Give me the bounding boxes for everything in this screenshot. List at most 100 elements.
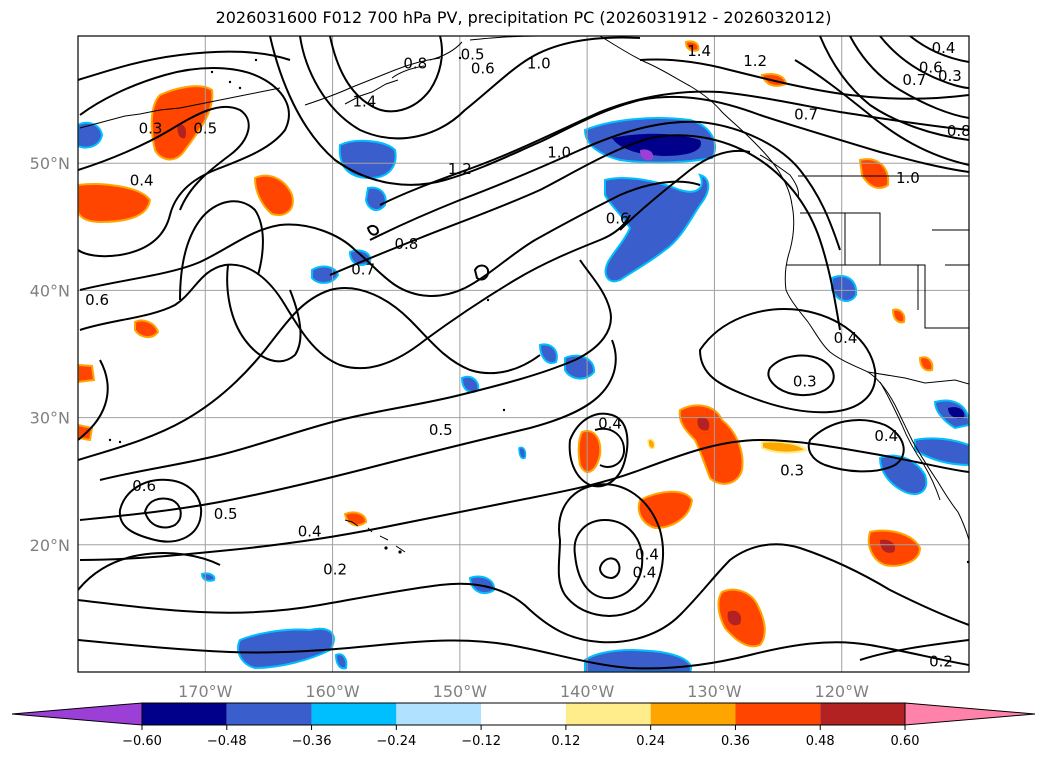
shade-mid-negative-a bbox=[538, 343, 558, 364]
contour-label-3: 0.6 bbox=[471, 60, 495, 78]
contour-label-6: 1.2 bbox=[743, 52, 767, 70]
colorbar-cell-6 bbox=[565, 703, 651, 725]
shade-mid-negative-c bbox=[460, 375, 480, 393]
pv-contour-0p4-corner bbox=[909, 36, 969, 63]
contour-label-23: 0.4 bbox=[834, 329, 858, 347]
contour-label-26: 0.3 bbox=[780, 462, 804, 480]
border-states-b bbox=[786, 213, 969, 310]
colorbar-tick-label-3: −0.24 bbox=[376, 734, 416, 749]
longitude-labels: 170°W 160°W 150°W 140°W 130°W 120°W bbox=[178, 682, 869, 701]
pv-contour-0p3-subtropic bbox=[594, 427, 626, 468]
contour-label-21: 0.7 bbox=[351, 261, 375, 279]
pv-contour-0p7-loop bbox=[143, 497, 182, 529]
contour-label-18: 0.4 bbox=[130, 172, 154, 190]
shade-south-positive bbox=[717, 588, 766, 648]
pv-contour-0p4-diag bbox=[99, 259, 612, 481]
pv-contours bbox=[78, 36, 969, 670]
shade-small-positive-f bbox=[684, 40, 700, 52]
contour-label-22: 0.6 bbox=[85, 291, 109, 309]
pv-contour-1p2-north bbox=[299, 36, 641, 140]
lon-label-0: 170°W bbox=[178, 682, 233, 701]
contour-label-27: 0.5 bbox=[429, 421, 453, 439]
pv-contour-0p5-east-upper bbox=[879, 36, 969, 89]
contour-label-13: 1.0 bbox=[896, 169, 920, 187]
coastlines bbox=[79, 36, 969, 564]
contour-label-35: 0.2 bbox=[929, 652, 953, 670]
colorbar-tick-label-6: 0.24 bbox=[636, 734, 665, 749]
contour-label-31: 0.4 bbox=[298, 523, 322, 541]
contour-label-34: 0.4 bbox=[632, 563, 656, 581]
islands bbox=[108, 56, 969, 564]
contour-label-0: 1.4 bbox=[352, 93, 376, 111]
pv-contour-1p2-band bbox=[379, 90, 969, 206]
lon-label-4: 130°W bbox=[687, 682, 742, 701]
contour-label-10: 0.7 bbox=[902, 71, 926, 89]
coastline-alaska bbox=[304, 36, 541, 106]
pv-contour-0p6-ring bbox=[598, 557, 621, 580]
pv-contour-0p6-band bbox=[79, 180, 701, 297]
contour-label-20: 0.8 bbox=[394, 235, 418, 253]
shade-subtropic-positive-d bbox=[637, 490, 694, 530]
colorbar-tick-label-8: 0.48 bbox=[806, 734, 835, 749]
colorbar-cell-2 bbox=[226, 703, 312, 725]
colorbar-cell-8 bbox=[735, 703, 821, 725]
colorbar: −0.60 −0.48 −0.36 −0.24 −0.12 0.12 0.24 0.36 0.4… bbox=[11, 702, 1036, 749]
map-title: 2026031600 F012 700 hPa PV, precipitatio… bbox=[215, 8, 832, 27]
border-us-mexico bbox=[867, 371, 969, 385]
coastline-vancouver-island bbox=[759, 154, 799, 199]
contour-label-16: 0.3 bbox=[139, 119, 163, 137]
pv-contour-0p2-south-east bbox=[859, 639, 969, 661]
pv-contour-0p5-mid bbox=[78, 287, 541, 461]
lon-label-1: 160°W bbox=[305, 682, 360, 701]
contour-label-12: 0.8 bbox=[947, 122, 971, 140]
pv-contour-0p5-west bbox=[179, 200, 264, 301]
lon-label-2: 150°W bbox=[433, 682, 488, 701]
contour-label-4: 1.0 bbox=[527, 54, 551, 72]
coastline-alaska-panhandle bbox=[599, 36, 793, 206]
shade-small-positive-i bbox=[647, 438, 656, 450]
contour-label-25: 0.4 bbox=[874, 427, 898, 445]
contour-label-30: 0.5 bbox=[214, 505, 238, 523]
colorbar-cell-3 bbox=[311, 703, 397, 725]
colorbar-tick-label-2: −0.36 bbox=[292, 734, 332, 749]
contour-label-7: 0.4 bbox=[932, 39, 956, 57]
pv-contour-0p4-ebaja bbox=[807, 419, 905, 473]
pv-contour-0p3-west bbox=[78, 67, 290, 258]
colorbar-tick-label-9: 0.60 bbox=[891, 734, 920, 749]
pv-contour-small-loop-b bbox=[366, 224, 380, 236]
shade-pnw-negative bbox=[583, 117, 717, 283]
lat-label-3: 20°N bbox=[30, 536, 70, 555]
latitude-labels: 50°N 40°N 30°N 20°N bbox=[30, 154, 70, 555]
colorbar-cell-1 bbox=[142, 703, 227, 725]
coastline-baja bbox=[879, 381, 941, 501]
pv-contour-0p2-diag bbox=[79, 438, 969, 561]
shade-small-negative-d bbox=[200, 572, 216, 582]
pv-contour-0p5-lower bbox=[78, 543, 969, 644]
shade-small-positive-g bbox=[918, 356, 934, 372]
pv-contour-0p4-loop-a bbox=[226, 264, 302, 363]
lat-label-1: 40°N bbox=[30, 281, 70, 300]
shade-subtropic-positive-a bbox=[678, 404, 744, 485]
colorbar-tick-label-0: −0.60 bbox=[122, 734, 162, 749]
contour-labels: 1.4 0.8 0.5 0.6 1.0 1.4 1.2 0.4 0.6 0.3 0.7 0.7 0.8 1… bbox=[85, 39, 971, 670]
lon-label-5: 120°W bbox=[815, 682, 870, 701]
shade-west-positive bbox=[78, 183, 152, 224]
shade-subtropic-positive-c bbox=[761, 440, 808, 454]
contour-label-29: 0.6 bbox=[132, 477, 156, 495]
colorbar-extend-high bbox=[904, 702, 1036, 726]
pv-contour-small-loop-a bbox=[473, 264, 490, 281]
shade-baja-negative bbox=[878, 399, 969, 495]
lat-label-2: 30°N bbox=[30, 409, 70, 428]
contour-label-1: 0.8 bbox=[403, 54, 427, 72]
pv-contour-0p5-lower-left bbox=[78, 552, 221, 591]
shade-east-positive bbox=[867, 529, 922, 567]
contour-label-5: 1.4 bbox=[687, 42, 711, 60]
colorbar-tick-label-1: −0.48 bbox=[207, 734, 247, 749]
contour-label-9: 0.3 bbox=[938, 67, 962, 85]
shade-small-positive-c bbox=[343, 511, 368, 527]
colorbar-cell-4 bbox=[396, 703, 482, 725]
pv-contour-0p8-band bbox=[369, 120, 841, 251]
colorbar-cell-9 bbox=[820, 703, 905, 725]
shade-edge-positive-a bbox=[78, 363, 96, 384]
